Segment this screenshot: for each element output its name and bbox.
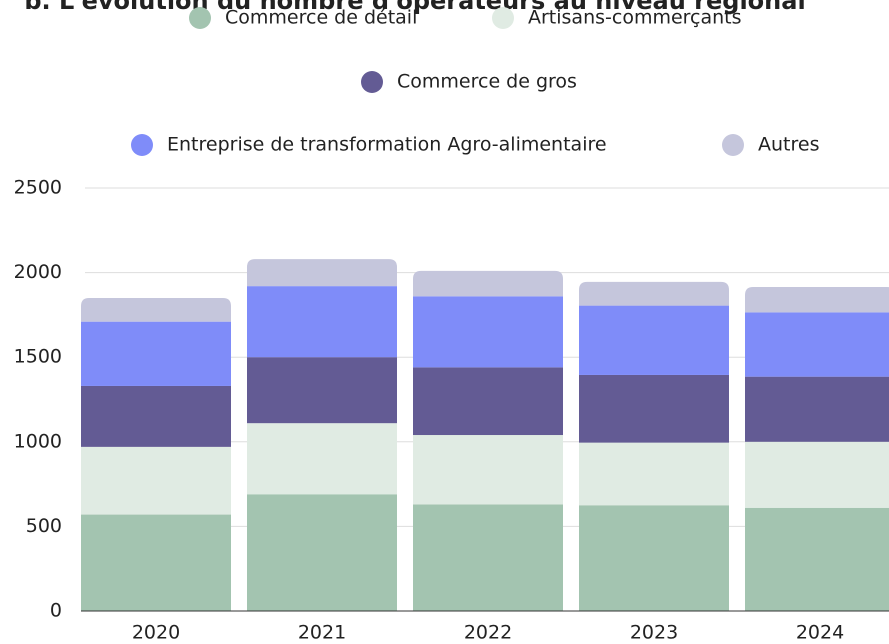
bar-segment	[247, 259, 397, 287]
x-tick-label: 2024	[796, 622, 844, 644]
x-tick-label: 2020	[132, 622, 180, 644]
bar-segment	[413, 296, 563, 368]
bar-segment	[579, 305, 729, 375]
y-tick-label: 2500	[14, 177, 62, 199]
bar-segment	[579, 442, 729, 506]
bar-segment	[745, 507, 889, 611]
legend-label: Autres	[758, 134, 819, 156]
legend-marker	[492, 7, 514, 29]
bar-segment	[81, 297, 231, 322]
bar-segment	[579, 505, 729, 611]
legend-label: Entreprise de transformation Agro-alimen…	[167, 134, 607, 156]
bar-segment	[413, 270, 563, 297]
x-tick-label: 2023	[630, 622, 678, 644]
legend-label: Commerce de gros	[397, 71, 577, 93]
bar-segment	[413, 367, 563, 436]
legend-marker	[722, 134, 744, 156]
legend-label: Artisans-commerçants	[528, 7, 742, 29]
bar-segment	[247, 494, 397, 611]
bar-segment	[247, 286, 397, 358]
y-tick-label: 1000	[14, 430, 62, 452]
bar-segment	[247, 357, 397, 424]
bar-segment	[413, 504, 563, 611]
bar-segment	[81, 385, 231, 447]
bar-segment	[81, 321, 231, 386]
legend-label: Commerce de détail	[225, 7, 417, 29]
bar-segment	[745, 312, 889, 377]
y-tick-label: 2000	[14, 261, 62, 283]
bar-segment	[745, 286, 889, 313]
bar-segment	[745, 441, 889, 508]
bar-segment	[413, 435, 563, 505]
x-tick-label: 2022	[464, 622, 512, 644]
legend-marker	[189, 7, 211, 29]
legend-marker	[131, 134, 153, 156]
y-tick-label: 0	[50, 600, 62, 622]
bar-segment	[247, 423, 397, 495]
y-tick-label: 1500	[14, 346, 62, 368]
x-tick-label: 2021	[298, 622, 346, 644]
chart-title: b. L'évolution du nombre d'opérateurs au…	[24, 0, 805, 15]
bar-segment	[81, 514, 231, 611]
bar-segment	[579, 281, 729, 306]
legend-marker	[361, 71, 383, 93]
bar-segment	[579, 374, 729, 443]
y-tick-label: 500	[26, 515, 62, 537]
bar-segment	[81, 446, 231, 515]
bar-segment	[745, 376, 889, 442]
